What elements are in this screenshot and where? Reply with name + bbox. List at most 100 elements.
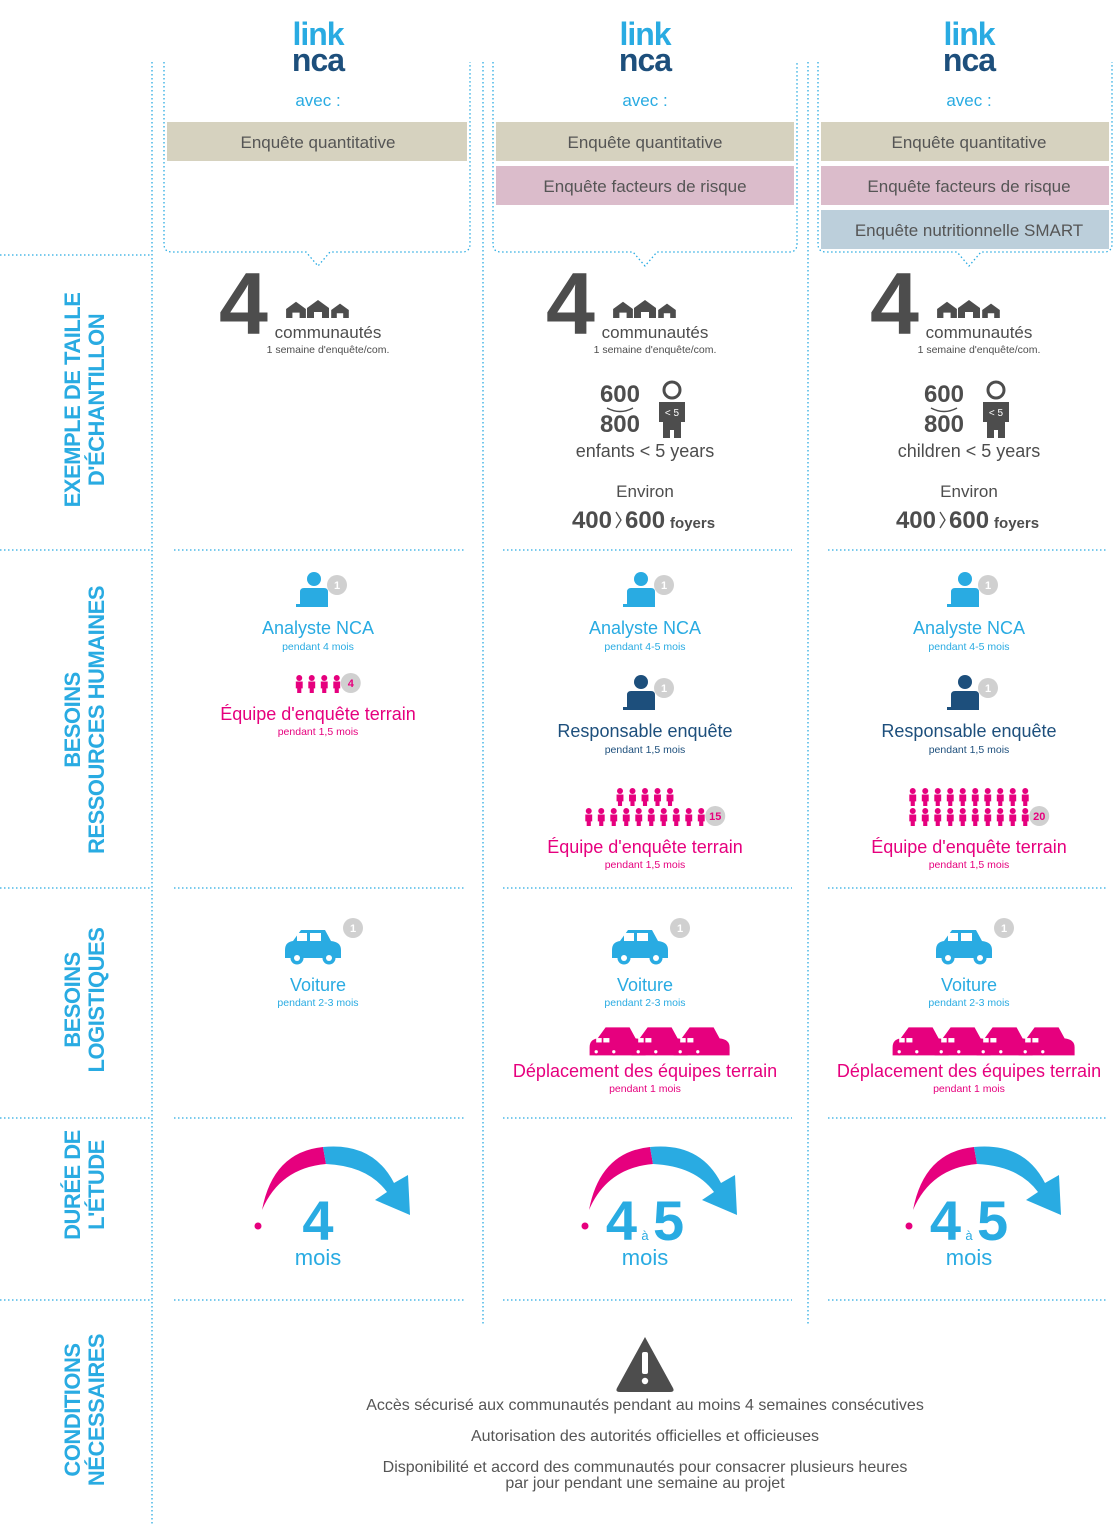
row-label: NÉCESSAIRES <box>84 1334 109 1486</box>
column-frame <box>492 62 798 267</box>
team-member-icon <box>959 788 966 794</box>
range-mark <box>930 407 958 413</box>
duration-unit: mois <box>295 1245 341 1270</box>
count-badge <box>670 918 690 938</box>
row-label: BESOINS <box>60 952 85 1048</box>
team-member-icon <box>1009 814 1017 826</box>
logistics-title: Déplacement des équipes terrain <box>837 1061 1101 1081</box>
row-label: L'ÉTUDE <box>84 1140 109 1230</box>
duration-value: 4 <box>930 1189 961 1252</box>
team-member-icon <box>617 788 623 794</box>
duration-unit: mois <box>622 1245 668 1270</box>
team-member-icon <box>972 788 979 794</box>
role-duration: pendant 1,5 mois <box>929 859 1010 871</box>
logo-nca: nca <box>292 42 345 78</box>
team-car-icon <box>983 1038 989 1043</box>
count-badge <box>978 678 998 698</box>
team-member-icon <box>959 814 967 826</box>
team-member-icon <box>648 808 655 814</box>
house-icon <box>331 303 349 318</box>
team-member-icon <box>1009 794 1017 806</box>
team-member-icon <box>667 788 673 794</box>
team-car-icon <box>603 1038 610 1043</box>
team-member-icon <box>697 814 705 826</box>
person-icon <box>623 691 655 710</box>
team-member-icon <box>984 794 992 806</box>
team-member-icon <box>321 675 328 681</box>
team-member-icon <box>598 808 605 814</box>
count-badge-text: 1 <box>677 923 683 935</box>
community-unit: communautés <box>602 323 709 342</box>
community-count: 4 <box>546 254 595 353</box>
duration-value: 4 <box>606 1189 637 1252</box>
with-label: avec : <box>622 91 667 110</box>
logo-nca: nca <box>619 42 672 78</box>
car-icon <box>621 955 627 961</box>
timeline-arrow <box>974 1146 1061 1215</box>
count-badge-text: 15 <box>709 811 721 823</box>
timeline-arrow <box>650 1146 737 1215</box>
range-mark <box>939 511 946 529</box>
count-badge-text: 1 <box>661 683 667 695</box>
team-member-icon <box>320 681 328 693</box>
community-note: 1 semaine d'enquête/com. <box>594 344 717 356</box>
with-label: avec : <box>946 91 991 110</box>
role-duration: pendant 4-5 mois <box>928 641 1009 653</box>
team-member-icon <box>947 788 954 794</box>
team-member-icon <box>921 814 929 826</box>
logistics-duration: pendant 2-3 mois <box>604 997 685 1009</box>
car-icon <box>961 933 972 941</box>
car-icon <box>624 933 634 941</box>
row-label: D'ÉCHANTILLON <box>84 314 109 486</box>
timeline-arc <box>262 1147 326 1210</box>
survey-box <box>821 122 1109 161</box>
team-member-icon <box>616 794 624 806</box>
team-member-icon <box>296 675 303 681</box>
count-badge <box>340 673 361 693</box>
car-icon <box>297 933 307 941</box>
survey-label: Enquête quantitative <box>891 133 1046 152</box>
logo-nca: nca <box>943 42 996 78</box>
community-note: 1 semaine d'enquête/com. <box>918 344 1041 356</box>
team-member-icon <box>1009 808 1016 814</box>
team-member-icon <box>660 814 668 826</box>
duration-sep: à <box>641 1228 649 1243</box>
car-icon <box>310 933 321 941</box>
team-car-icon <box>990 1038 997 1043</box>
survey-label: Enquête quantitative <box>567 133 722 152</box>
team-car-icon <box>915 1050 919 1054</box>
person-icon <box>958 675 972 689</box>
team-member-icon <box>921 794 929 806</box>
logistics-duration: pendant 2-3 mois <box>277 997 358 1009</box>
team-member-icon <box>971 814 979 826</box>
condition: Disponibilité et accord des communautés … <box>383 1459 908 1476</box>
team-car-icon <box>654 1050 658 1054</box>
person-icon <box>307 572 321 586</box>
child-icon <box>662 380 682 400</box>
team-member-icon <box>922 808 929 814</box>
timeline-arrow <box>323 1146 410 1215</box>
count-badge-text: 1 <box>1001 923 1007 935</box>
logistics-duration: pendant 2-3 mois <box>928 997 1009 1009</box>
team-member-icon <box>972 808 979 814</box>
households-max: 600 <box>625 507 665 534</box>
house-icon <box>286 301 306 318</box>
survey-box <box>821 166 1109 205</box>
logistics-title: Voiture <box>290 975 346 995</box>
person-icon <box>623 588 655 607</box>
count-badge <box>1029 806 1050 826</box>
team-member-icon <box>946 814 954 826</box>
with-label: avec : <box>295 91 340 110</box>
role-title: Analyste NCA <box>589 618 701 638</box>
team-member-icon <box>1022 808 1029 814</box>
team-member-icon <box>1009 788 1016 794</box>
survey-label: Enquête quantitative <box>240 133 395 152</box>
team-member-icon <box>984 814 992 826</box>
logistics-title: Déplacement des équipes terrain <box>513 1061 777 1081</box>
condition: Autorisation des autorités officielles e… <box>471 1428 819 1445</box>
count-badge-text: 4 <box>348 678 355 690</box>
duration-sep: à <box>965 1228 973 1243</box>
team-car-icon <box>999 1050 1003 1054</box>
person-icon <box>634 675 648 689</box>
person-icon <box>634 572 648 586</box>
